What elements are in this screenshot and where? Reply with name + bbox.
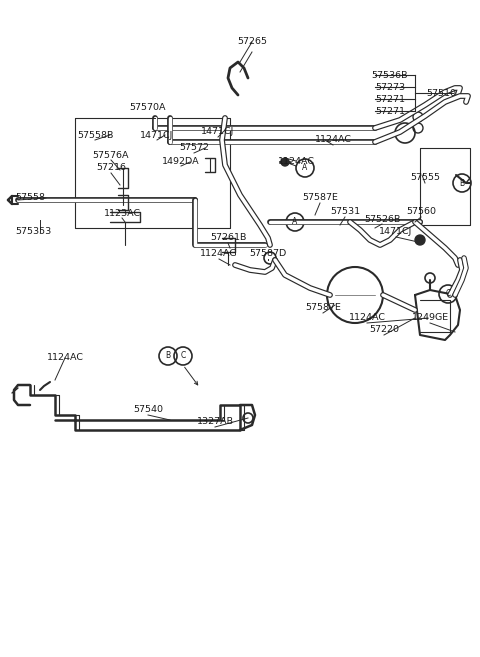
Text: 57216: 57216	[96, 164, 126, 173]
Text: 1249GE: 1249GE	[411, 313, 449, 323]
Circle shape	[281, 158, 289, 166]
Text: 57587E: 57587E	[305, 304, 341, 313]
Text: 57526B: 57526B	[364, 214, 400, 223]
Text: 57587E: 57587E	[302, 194, 338, 202]
Text: 57531: 57531	[330, 208, 360, 217]
Text: 1124AC: 1124AC	[277, 156, 314, 166]
Text: 575353: 575353	[15, 227, 51, 237]
Text: A: A	[302, 164, 308, 173]
Text: 1471CJ: 1471CJ	[140, 131, 174, 139]
Text: 57576A: 57576A	[93, 150, 129, 160]
Text: 57558: 57558	[15, 194, 45, 202]
Text: B: B	[459, 179, 465, 187]
Text: 57572: 57572	[179, 143, 209, 152]
Text: 57555: 57555	[410, 173, 440, 183]
Text: 1124AC: 1124AC	[314, 135, 351, 145]
Text: 57271: 57271	[375, 95, 405, 104]
Circle shape	[413, 123, 423, 133]
Text: C: C	[180, 351, 186, 361]
Text: 57540: 57540	[133, 405, 163, 415]
Text: 57261B: 57261B	[210, 233, 246, 242]
Circle shape	[415, 235, 425, 245]
Text: 57265: 57265	[237, 37, 267, 47]
Text: 1123AC: 1123AC	[103, 208, 141, 217]
Text: 57560: 57560	[406, 208, 436, 217]
Text: B: B	[166, 351, 170, 361]
Text: 57536B: 57536B	[372, 70, 408, 79]
Text: 57273: 57273	[375, 83, 405, 91]
Text: C: C	[445, 290, 451, 298]
Text: 1492DA: 1492DA	[162, 156, 200, 166]
Text: 1124AG: 1124AG	[200, 250, 238, 258]
Text: 1327AB: 1327AB	[196, 417, 233, 426]
Circle shape	[413, 112, 423, 122]
Text: 1471CJ: 1471CJ	[201, 127, 235, 137]
Text: 57587D: 57587D	[250, 250, 287, 258]
Text: 57570A: 57570A	[130, 104, 166, 112]
Text: 57510: 57510	[426, 89, 456, 97]
Text: 1124AC: 1124AC	[348, 313, 385, 323]
Text: 57220: 57220	[369, 325, 399, 334]
Text: 57271: 57271	[375, 106, 405, 116]
Text: 1124AC: 1124AC	[47, 353, 84, 363]
Text: A: A	[292, 217, 298, 227]
Text: 57558B: 57558B	[77, 131, 113, 139]
Text: 1471CJ: 1471CJ	[379, 227, 413, 237]
